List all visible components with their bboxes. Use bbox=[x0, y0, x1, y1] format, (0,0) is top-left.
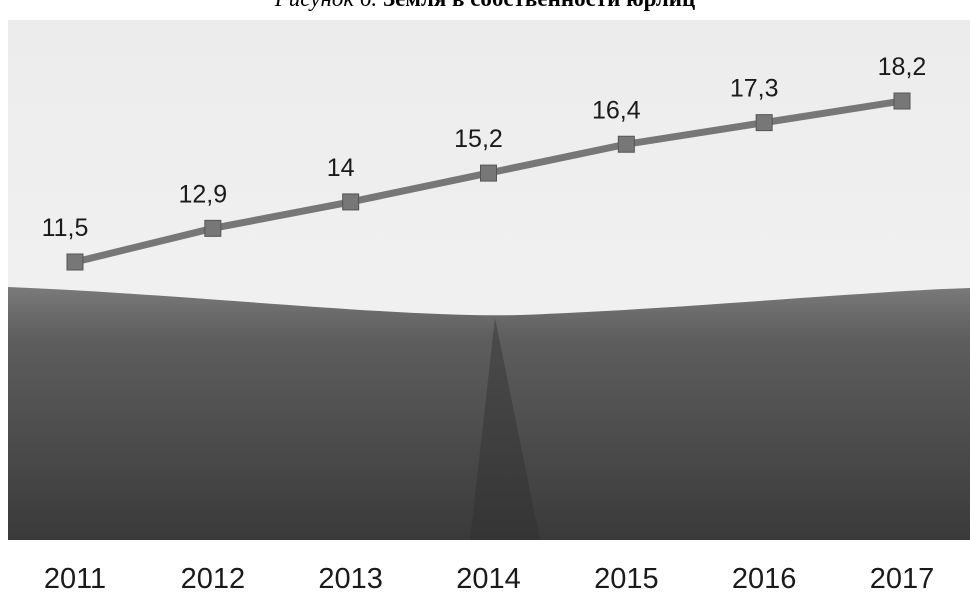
marker bbox=[343, 194, 359, 210]
value-label: 17,3 bbox=[730, 75, 779, 103]
marker bbox=[894, 93, 910, 109]
page: Рисунок 6. Земля в собственности юрлиц 2… bbox=[0, 0, 970, 594]
background-photo bbox=[8, 20, 970, 540]
marker bbox=[481, 165, 497, 181]
x-tick-label: 2016 bbox=[732, 563, 797, 594]
x-tick-label: 2012 bbox=[181, 563, 246, 594]
value-label: 12,9 bbox=[178, 180, 227, 208]
x-tick-label: 2013 bbox=[318, 563, 383, 594]
marker bbox=[756, 115, 772, 131]
figure-label: Рисунок 6. bbox=[274, 0, 377, 11]
value-label: 11,5 bbox=[42, 214, 89, 242]
marker bbox=[67, 254, 83, 270]
marker bbox=[618, 136, 634, 152]
x-tick-label: 2015 bbox=[594, 563, 659, 594]
value-label: 16,4 bbox=[592, 96, 641, 124]
value-label: 15,2 bbox=[454, 125, 503, 153]
title: Земля в собственности юрлиц bbox=[383, 0, 695, 11]
chart-title: Рисунок 6. Земля в собственности юрлиц bbox=[274, 0, 696, 11]
x-tick-label: 2011 bbox=[44, 563, 106, 594]
marker bbox=[205, 220, 221, 236]
value-label: 14 bbox=[327, 154, 355, 182]
chart: Рисунок 6. Земля в собственности юрлиц 2… bbox=[0, 0, 970, 594]
x-tick-label: 2014 bbox=[456, 563, 521, 594]
x-tick-label: 2017 bbox=[870, 563, 935, 594]
value-label: 18,2 bbox=[878, 53, 927, 81]
